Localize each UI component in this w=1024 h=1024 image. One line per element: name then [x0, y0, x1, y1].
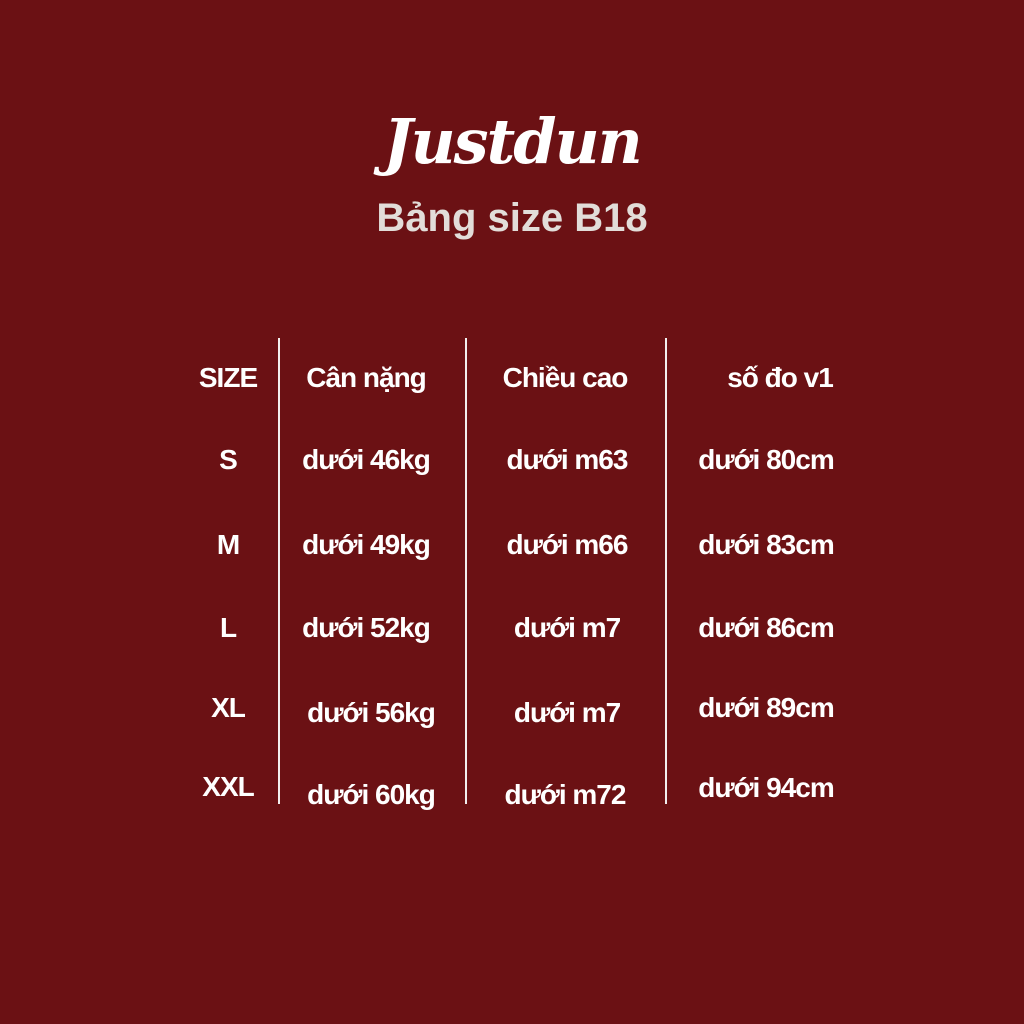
column-divider — [465, 338, 467, 804]
column-divider — [665, 338, 667, 804]
header-size: SIZE — [198, 362, 258, 393]
cell-size: M — [216, 529, 240, 560]
cell-size: XL — [211, 692, 246, 723]
cell-measure: dưới 86cm — [698, 612, 834, 643]
cell-measure: dưới 89cm — [698, 692, 834, 723]
cell-height: dưới m63 — [506, 444, 629, 475]
cell-weight: dưới 60kg — [307, 779, 436, 810]
cell-height: dưới m7 — [513, 697, 621, 728]
header-weight: Cân nặng — [306, 362, 427, 393]
cell-measure: dưới 83cm — [698, 529, 834, 560]
cell-size: XXL — [202, 771, 254, 802]
page-title: Bảng size B18 — [376, 196, 648, 240]
cell-weight: dưới 49kg — [302, 529, 431, 560]
cell-weight: dưới 52kg — [302, 612, 431, 643]
cell-height: dưới m66 — [506, 529, 629, 560]
column-divider — [278, 338, 280, 804]
cell-height: dưới m7 — [513, 612, 621, 643]
header-measure: số đo v1 — [727, 362, 834, 393]
cell-size: S — [219, 444, 238, 475]
header-height: Chiều cao — [502, 362, 629, 393]
cell-weight: dưới 56kg — [307, 697, 436, 728]
cell-measure: dưới 80cm — [698, 444, 834, 475]
cell-measure: dưới 94cm — [698, 772, 834, 803]
cell-height: dưới m72 — [504, 779, 627, 810]
cell-size: L — [219, 612, 237, 643]
brand-logo: Justdun — [383, 105, 642, 178]
cell-weight: dưới 46kg — [302, 444, 431, 475]
